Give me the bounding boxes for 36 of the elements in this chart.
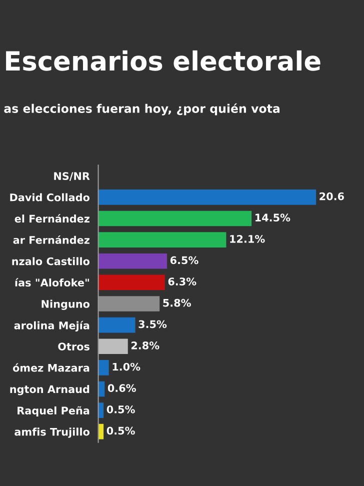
data-label: 5.8% [163, 298, 191, 307]
data-label: 0.5% [106, 405, 135, 414]
bar [98, 232, 226, 248]
bar [98, 317, 136, 333]
y-tick-label: ngton Arnaud [10, 385, 90, 396]
y-tick-label: Ninguno [42, 300, 90, 310]
bar [98, 360, 109, 376]
data-label: 0.6% [108, 384, 136, 392]
data-label: 6.5% [170, 256, 198, 264]
y-tick-label: nzalo Castillo [12, 257, 90, 266]
y-tick-label: ómez Mazara [12, 363, 90, 372]
y-tick-label: amfis Trujillo [14, 428, 90, 438]
bar [98, 210, 252, 226]
y-tick-label: el Fernández [14, 214, 90, 223]
y-tick-label: ar Fernández [13, 235, 90, 244]
bar [98, 190, 316, 205]
data-label: 0.5% [106, 426, 135, 435]
bar [98, 253, 167, 269]
bar [98, 274, 165, 290]
bar [98, 296, 160, 312]
bar [98, 338, 128, 354]
data-label: 20.6 [320, 192, 344, 200]
y-tick-label: David Collado [10, 193, 90, 202]
y-tick-label: arolina Mejía [14, 320, 90, 332]
chart-subtitle: as elecciones fueran hoy, ¿por quién vota [4, 103, 280, 116]
data-label: 3.5% [138, 320, 167, 328]
y-tick-label: ías "Alofoke" [15, 278, 89, 287]
chart-title: Escenarios electorale [6, 50, 320, 71]
data-label: 14.5% [256, 214, 290, 222]
data-label: 2.8% [131, 342, 160, 350]
y-tick-label: Otros [58, 342, 90, 350]
data-label: 6.3% [168, 278, 196, 286]
y-tick-label: NS/NR [54, 172, 90, 181]
data-label: 1.0% [112, 362, 140, 371]
data-label: 12.1% [230, 234, 265, 243]
y-tick-label: Raquel Peña [18, 406, 90, 417]
